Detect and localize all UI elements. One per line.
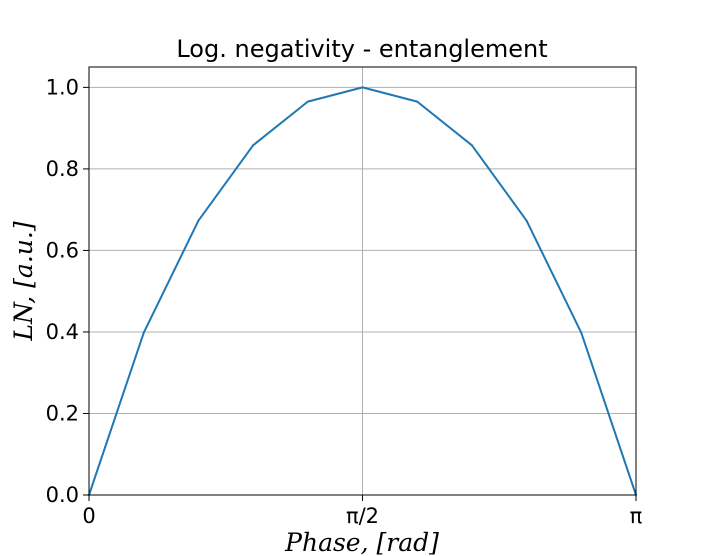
y-tick-label: 0.6	[46, 238, 79, 262]
x-axis-label: Phase, [rad]	[284, 528, 439, 556]
data-point	[416, 100, 419, 103]
data-point	[580, 331, 583, 334]
data-point	[252, 144, 255, 147]
data-point	[197, 219, 200, 222]
y-ticks: 0.0 0.2 0.4 0.6 0.8 1.0	[46, 75, 89, 507]
y-tick-label: 0.8	[46, 157, 79, 181]
data-point	[525, 219, 528, 222]
y-axis-label: LN, [a.u.]	[9, 221, 38, 341]
x-tick-label: π/2	[346, 504, 379, 528]
data-point	[470, 144, 473, 147]
y-tick-label: 0.4	[46, 320, 79, 344]
x-tick-label: π	[630, 504, 643, 528]
chart-title: Log. negativity - entanglement	[176, 35, 547, 63]
y-tick-label: 0.2	[46, 401, 79, 425]
data-point	[142, 331, 145, 334]
y-tick-label: 0.0	[46, 483, 79, 507]
y-tick-label: 1.0	[46, 75, 79, 99]
x-tick-label: 0	[82, 504, 95, 528]
data-point	[306, 100, 309, 103]
grid	[88, 67, 637, 496]
data-point	[361, 86, 364, 89]
x-ticks: 0 π/2 π	[82, 495, 643, 528]
